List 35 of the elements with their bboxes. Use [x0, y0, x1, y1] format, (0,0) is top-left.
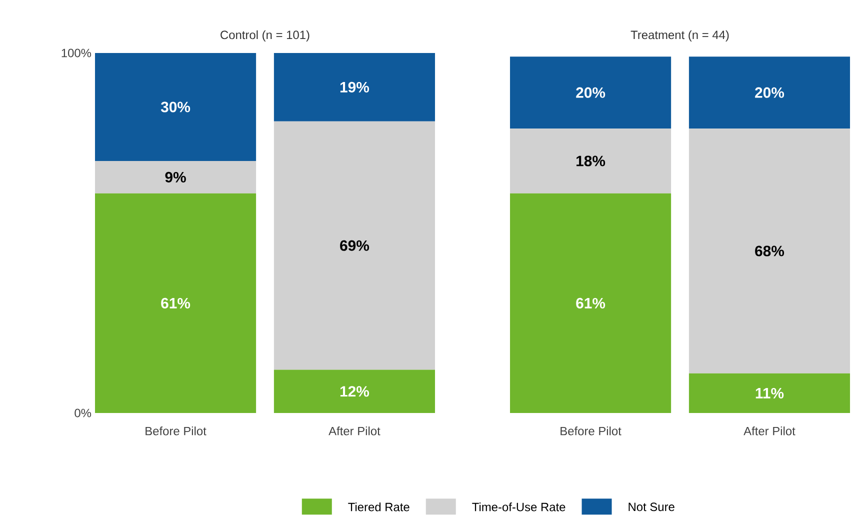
chart-title: Control (n = 101) — [220, 30, 310, 42]
bar — [688, 128, 850, 374]
y-tick-label: 0% — [74, 408, 92, 418]
legend-label: Not Sure — [628, 502, 674, 512]
data-label: 30% — [160, 102, 190, 112]
legend-label: Time-of-Use Rate — [472, 502, 566, 512]
bar — [274, 370, 436, 413]
bar — [95, 193, 256, 413]
bar — [274, 52, 436, 122]
bar — [95, 160, 256, 194]
data-label: 68% — [755, 246, 784, 256]
legend-label: Tiered Rate — [348, 502, 410, 512]
data-label: 9% — [165, 172, 186, 182]
data-label: 18% — [576, 156, 606, 166]
data-label: 12% — [340, 386, 370, 397]
bar — [688, 373, 850, 413]
data-label: 20% — [576, 87, 606, 98]
y-tick-label: 100% — [62, 48, 92, 58]
data-label: 61% — [161, 298, 190, 308]
data-label: 19% — [340, 82, 370, 92]
bar — [510, 193, 672, 413]
data-label: 20% — [755, 87, 784, 98]
x-tick-label: Before Pilot — [146, 426, 206, 436]
bar — [688, 56, 850, 129]
bar — [274, 121, 436, 370]
x-tick-label: After Pilot — [744, 426, 796, 436]
data-label: 11% — [756, 388, 784, 398]
bar — [510, 56, 672, 129]
chart-title: Treatment (n = 44) — [630, 30, 729, 42]
data-label: 61% — [576, 298, 606, 308]
data-label: 69% — [340, 240, 370, 251]
x-tick-label: After Pilot — [328, 426, 380, 436]
bar — [95, 52, 256, 161]
x-tick-label: Before Pilot — [560, 426, 622, 436]
bar — [510, 128, 672, 194]
